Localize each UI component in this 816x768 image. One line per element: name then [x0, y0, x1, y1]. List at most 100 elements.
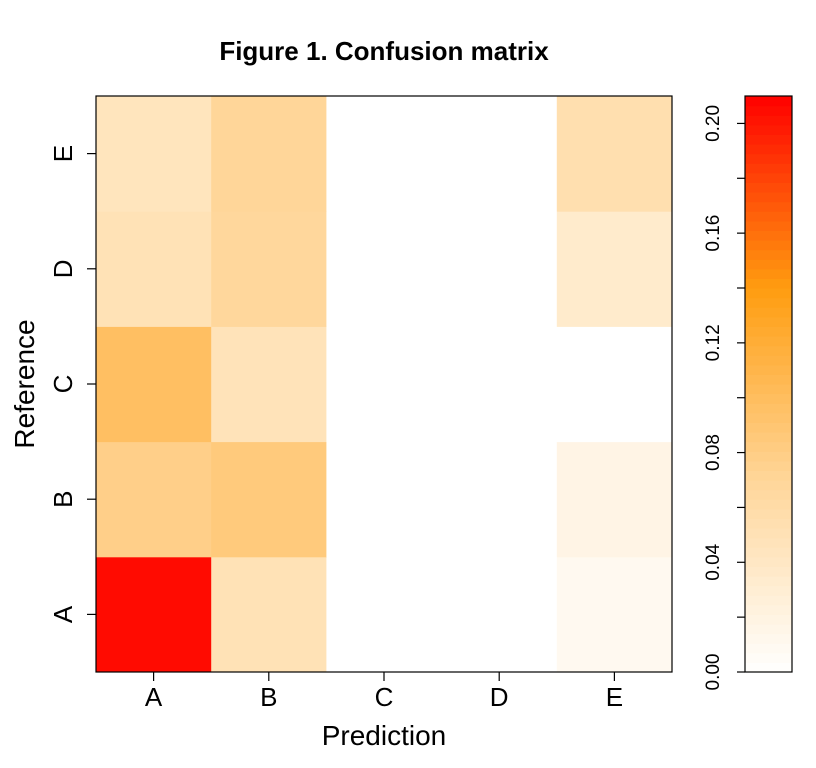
heatmap-cell [556, 211, 673, 327]
colorbar-step [745, 144, 792, 155]
heatmap-cell [211, 441, 327, 558]
heatmap-cells [96, 96, 673, 673]
heatmap-cell [326, 441, 443, 558]
colorbar-step [745, 403, 792, 414]
colorbar-frame [744, 95, 793, 673]
colorbar-step [745, 201, 792, 212]
colorbar-step [745, 604, 792, 615]
colorbar-step [745, 441, 792, 452]
heatmap-cell [441, 96, 558, 212]
colorbar-step [745, 633, 792, 644]
heatmap-cell [556, 556, 673, 673]
colorbar-step [745, 614, 792, 625]
colorbar-step [745, 172, 792, 183]
colorbar-step [745, 220, 792, 231]
colorbar-step [745, 192, 792, 203]
heatmap-cell [326, 326, 443, 443]
colorbar-step [745, 364, 792, 375]
heatmap-cell [326, 556, 443, 673]
colorbar-step [745, 652, 792, 663]
colorbar-step [745, 489, 792, 500]
x-axis-title: Prediction [322, 720, 447, 751]
colorbar-step [745, 134, 792, 145]
colorbar-step [745, 259, 792, 270]
chart-title: Figure 1. Confusion matrix [219, 36, 549, 66]
colorbar-tick-label: 0.08 [703, 434, 724, 471]
heatmap-cell [441, 556, 558, 673]
colorbar-step [745, 278, 792, 289]
colorbar-tick-label: 0.20 [703, 105, 724, 142]
y-tick-label: D [48, 259, 78, 278]
colorbar-step [745, 326, 792, 337]
heatmap-cell [326, 96, 443, 212]
heatmap-cell [96, 556, 212, 673]
heatmap-cell [441, 441, 558, 558]
colorbar-step [745, 643, 792, 654]
colorbar-step [745, 288, 792, 299]
colorbar-step [745, 508, 792, 519]
colorbar: 0.00 0.04 0.08 0.12 0.16 0.20 [703, 95, 793, 691]
colorbar-step [745, 470, 792, 481]
colorbar-step [745, 96, 792, 107]
colorbar-step [745, 585, 792, 596]
y-tick-label: E [48, 145, 78, 162]
heatmap-cell [96, 441, 212, 558]
y-axis: A B C D E [48, 145, 96, 623]
colorbar-step [745, 547, 792, 558]
heatmap-cell [556, 441, 673, 558]
y-tick-label: A [48, 605, 78, 623]
heatmap-cell [211, 96, 327, 212]
colorbar-step [745, 566, 792, 577]
colorbar-step [745, 268, 792, 279]
colorbar-step [745, 230, 792, 241]
colorbar-step [745, 336, 792, 347]
colorbar-step [745, 595, 792, 606]
colorbar-step [745, 316, 792, 327]
colorbar-tick-label: 0.16 [703, 215, 724, 252]
x-tick-label: E [606, 682, 623, 712]
colorbar-step [745, 393, 792, 404]
colorbar-step [745, 499, 792, 510]
heatmap-cell [96, 326, 212, 443]
colorbar-step [745, 460, 792, 471]
colorbar-step [745, 240, 792, 251]
colorbar-step [745, 374, 792, 385]
heatmap-cell [211, 211, 327, 327]
colorbar-step [745, 432, 792, 443]
colorbar-step [745, 518, 792, 529]
heatmap-cell [326, 211, 443, 327]
colorbar-step [745, 182, 792, 193]
x-tick-label: B [260, 682, 277, 712]
colorbar-step [745, 451, 792, 462]
heatmap-cell [556, 96, 673, 212]
colorbar-step [745, 307, 792, 318]
colorbar-step [745, 662, 792, 673]
colorbar-tick-label: 0.04 [703, 543, 724, 580]
x-axis: A B C D E [145, 672, 623, 712]
heatmap-cell [96, 211, 212, 327]
x-tick-label: A [145, 682, 163, 712]
colorbar-step [745, 624, 792, 635]
x-tick-label: D [490, 682, 509, 712]
colorbar-tick-label: 0.00 [703, 654, 724, 691]
colorbar-step [745, 105, 792, 116]
heatmap-cell [211, 326, 327, 443]
colorbar-tick-label: 0.12 [703, 324, 724, 361]
heatmap-cell [211, 556, 327, 673]
colorbar-step [745, 384, 792, 395]
heatmap-cell [441, 326, 558, 443]
colorbar-step [745, 345, 792, 356]
colorbar-step [745, 576, 792, 587]
heatmap-cell [96, 96, 212, 212]
y-axis-title: Reference [9, 319, 40, 448]
colorbar-step [745, 537, 792, 548]
colorbar-step [745, 528, 792, 539]
y-tick-label: B [48, 491, 78, 508]
colorbar-step [745, 249, 792, 260]
colorbar-step [745, 422, 792, 433]
colorbar-step [745, 153, 792, 164]
colorbar-step [745, 480, 792, 491]
colorbar-step [745, 124, 792, 135]
colorbar-step [745, 115, 792, 126]
